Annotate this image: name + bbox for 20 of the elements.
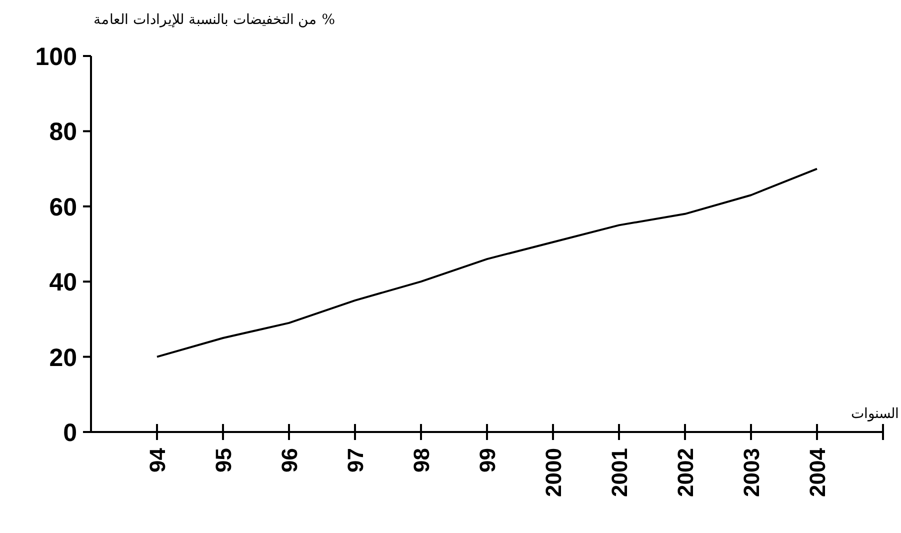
x-tick-label: 95 bbox=[211, 448, 236, 472]
y-axis-title: % من التخفيضات بالنسبة للإيرادات العامة bbox=[93, 12, 335, 28]
y-tick-label: 0 bbox=[63, 419, 77, 447]
x-tick-label: 96 bbox=[277, 448, 302, 472]
y-tick-label: 40 bbox=[49, 268, 77, 297]
x-tick-label: 94 bbox=[145, 447, 170, 472]
y-tick-label: 80 bbox=[49, 118, 77, 146]
x-tick-label: 98 bbox=[409, 448, 434, 472]
x-tick-label: 2000 bbox=[541, 448, 566, 497]
x-tick-label: 2003 bbox=[739, 448, 764, 497]
x-axis-title: السنوات bbox=[851, 406, 899, 422]
y-tick-label: 20 bbox=[49, 344, 77, 372]
x-tick-label: 2002 bbox=[673, 448, 698, 497]
x-tick-label: 97 bbox=[343, 448, 368, 472]
x-tick-label: 2001 bbox=[607, 448, 632, 497]
line-series bbox=[156, 168, 818, 358]
x-tick-label: 99 bbox=[475, 448, 500, 472]
y-tick-label: 60 bbox=[49, 193, 77, 222]
y-tick-label: 100 bbox=[35, 43, 77, 71]
x-tick-label: 2004 bbox=[805, 447, 830, 497]
